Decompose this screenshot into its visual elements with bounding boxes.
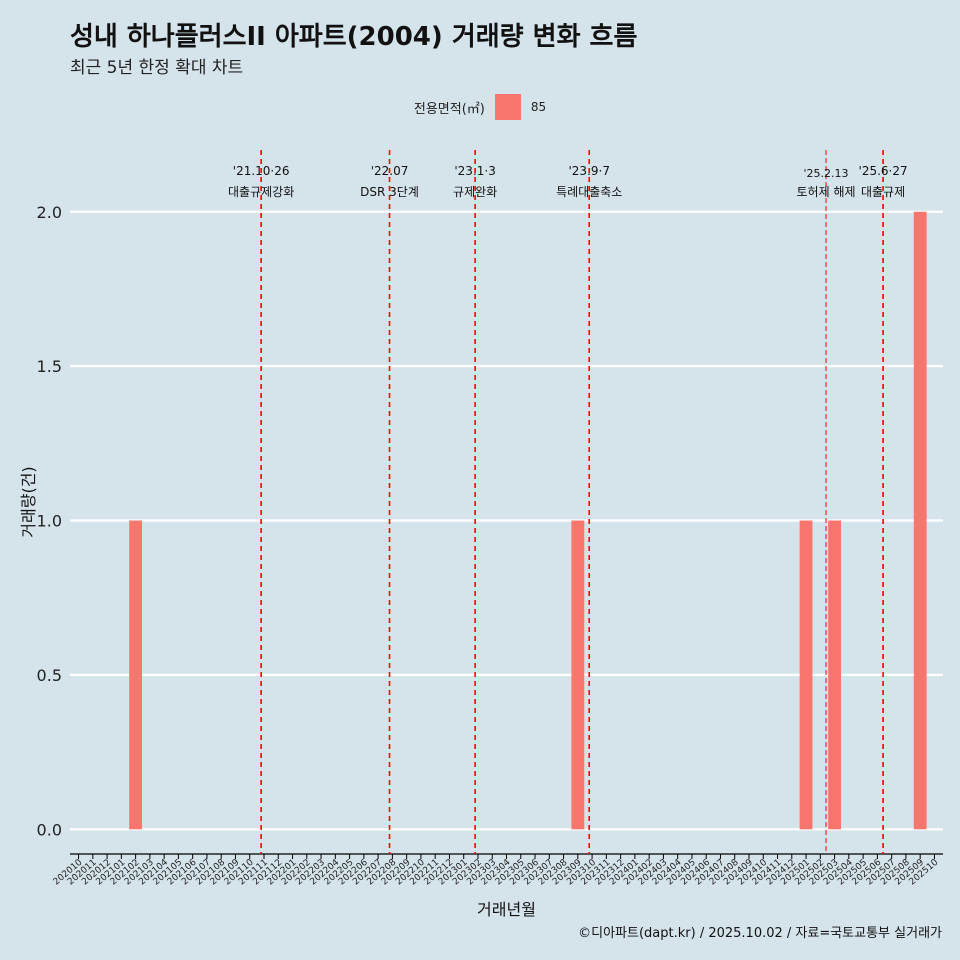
y-tick-label: 0.5 (37, 666, 62, 685)
y-tick-label: 1.0 (37, 512, 62, 531)
legend-label: 85 (530, 100, 547, 114)
event-date: '25.2.13 (804, 167, 849, 180)
bar (913, 211, 927, 830)
legend: 전용면적(㎡) 85 (0, 94, 960, 120)
y-tick-label: 1.5 (37, 357, 62, 376)
event-label: 토허제 해제 (797, 185, 856, 199)
chart-title: 성내 하나플러스II 아파트(2004) 거래량 변화 흐름 (70, 22, 638, 52)
event-label: 규제완화 (453, 185, 497, 199)
chart-subtitle: 최근 5년 한정 확대 차트 (70, 58, 244, 78)
bar (828, 520, 842, 830)
event-date: '21.10·26 (233, 164, 290, 178)
event-date: '25.6·27 (859, 164, 908, 178)
bar (799, 520, 813, 830)
y-axis-title: 거래량(건) (19, 466, 38, 537)
event-label: DSR 3단계 (360, 185, 419, 199)
event-label: 특례대출축소 (556, 185, 622, 199)
y-tick-label: 0.0 (37, 820, 62, 839)
event-date: '23.9·7 (569, 164, 610, 178)
bar (571, 520, 585, 830)
bar (129, 520, 143, 830)
event-date: '23.1·3 (454, 164, 495, 178)
event-label: 대출규제강화 (228, 185, 294, 199)
x-axis-title: 거래년월 (477, 900, 536, 919)
event-label: 대출규제 (861, 185, 905, 199)
source-caption: ©디아파트(dapt.kr) / 2025.10.02 / 자료=국토교통부 실… (578, 926, 942, 941)
legend-title: 전용면적(㎡) (413, 101, 485, 117)
y-tick-label: 2.0 (37, 203, 62, 222)
event-date: '22.07 (371, 164, 409, 178)
legend-swatch (494, 94, 521, 120)
